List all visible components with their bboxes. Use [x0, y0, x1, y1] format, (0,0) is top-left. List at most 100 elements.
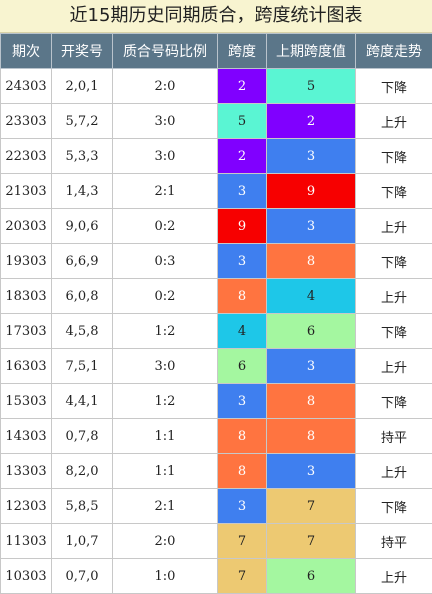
numbers-cell: 8,2,0	[52, 454, 113, 489]
period-cell: 24303	[1, 69, 52, 104]
numbers-cell: 1,0,7	[52, 524, 113, 559]
ratio-cell: 0:2	[113, 279, 218, 314]
ratio-cell: 2:0	[113, 69, 218, 104]
period-cell: 14303	[1, 419, 52, 454]
prev-span-cell: 5	[267, 69, 356, 104]
numbers-cell: 4,4,1	[52, 384, 113, 419]
trend-cell: 上升	[356, 559, 432, 594]
span-cell: 9	[218, 209, 267, 244]
header-numbers: 开奖号	[52, 34, 113, 69]
ratio-cell: 2:1	[113, 489, 218, 524]
period-cell: 16303	[1, 349, 52, 384]
period-cell: 17303	[1, 314, 52, 349]
period-cell: 13303	[1, 454, 52, 489]
trend-cell: 上升	[356, 104, 432, 139]
span-cell: 3	[218, 489, 267, 524]
trend-cell: 下降	[356, 174, 432, 209]
prev-span-cell: 3	[267, 209, 356, 244]
span-cell: 2	[218, 69, 267, 104]
header-prev-span: 上期跨度值	[267, 34, 356, 69]
prev-span-cell: 8	[267, 384, 356, 419]
ratio-cell: 2:0	[113, 524, 218, 559]
period-cell: 12303	[1, 489, 52, 524]
ratio-cell: 3:0	[113, 349, 218, 384]
span-cell: 8	[218, 279, 267, 314]
span-cell: 5	[218, 104, 267, 139]
numbers-cell: 0,7,0	[52, 559, 113, 594]
ratio-cell: 1:2	[113, 314, 218, 349]
prev-span-cell: 8	[267, 244, 356, 279]
prev-span-cell: 4	[267, 279, 356, 314]
period-cell: 19303	[1, 244, 52, 279]
prev-span-cell: 7	[267, 489, 356, 524]
ratio-cell: 0:2	[113, 209, 218, 244]
numbers-cell: 5,8,5	[52, 489, 113, 524]
header-period: 期次	[1, 34, 52, 69]
numbers-cell: 6,6,9	[52, 244, 113, 279]
period-cell: 22303	[1, 139, 52, 174]
period-cell: 23303	[1, 104, 52, 139]
trend-cell: 上升	[356, 454, 432, 489]
table-header-row: 期次 开奖号 质合号码比例 跨度 上期跨度值 跨度走势	[1, 34, 432, 69]
trend-cell: 下降	[356, 489, 432, 524]
prev-span-cell: 8	[267, 419, 356, 454]
ratio-cell: 3:0	[113, 104, 218, 139]
trend-cell: 下降	[356, 384, 432, 419]
numbers-cell: 4,5,8	[52, 314, 113, 349]
trend-cell: 持平	[356, 419, 432, 454]
page-title: 近15期历史同期质合，跨度统计图表	[0, 0, 432, 33]
prev-span-cell: 6	[267, 559, 356, 594]
span-cell: 3	[218, 384, 267, 419]
trend-cell: 下降	[356, 314, 432, 349]
prev-span-cell: 9	[267, 174, 356, 209]
period-cell: 21303	[1, 174, 52, 209]
header-trend: 跨度走势	[356, 34, 432, 69]
prev-span-cell: 3	[267, 349, 356, 384]
trend-cell: 下降	[356, 139, 432, 174]
trend-cell: 持平	[356, 524, 432, 559]
ratio-cell: 1:1	[113, 454, 218, 489]
trend-cell: 上升	[356, 349, 432, 384]
period-cell: 20303	[1, 209, 52, 244]
ratio-cell: 1:1	[113, 419, 218, 454]
ratio-cell: 3:0	[113, 139, 218, 174]
prev-span-cell: 2	[267, 104, 356, 139]
numbers-cell: 5,7,2	[52, 104, 113, 139]
prev-span-cell: 7	[267, 524, 356, 559]
numbers-cell: 7,5,1	[52, 349, 113, 384]
numbers-cell: 9,0,6	[52, 209, 113, 244]
period-cell: 15303	[1, 384, 52, 419]
period-cell: 11303	[1, 524, 52, 559]
span-cell: 2	[218, 139, 267, 174]
prev-span-cell: 6	[267, 314, 356, 349]
span-cell: 3	[218, 244, 267, 279]
trend-cell: 上升	[356, 279, 432, 314]
trend-cell: 下降	[356, 244, 432, 279]
numbers-cell: 2,0,1	[52, 69, 113, 104]
span-cell: 3	[218, 174, 267, 209]
ratio-cell: 1:0	[113, 559, 218, 594]
span-cell: 6	[218, 349, 267, 384]
trend-cell: 下降	[356, 69, 432, 104]
numbers-cell: 0,7,8	[52, 419, 113, 454]
period-cell: 10303	[1, 559, 52, 594]
ratio-cell: 1:2	[113, 384, 218, 419]
span-cell: 8	[218, 454, 267, 489]
trend-cell: 上升	[356, 209, 432, 244]
period-cell: 18303	[1, 279, 52, 314]
